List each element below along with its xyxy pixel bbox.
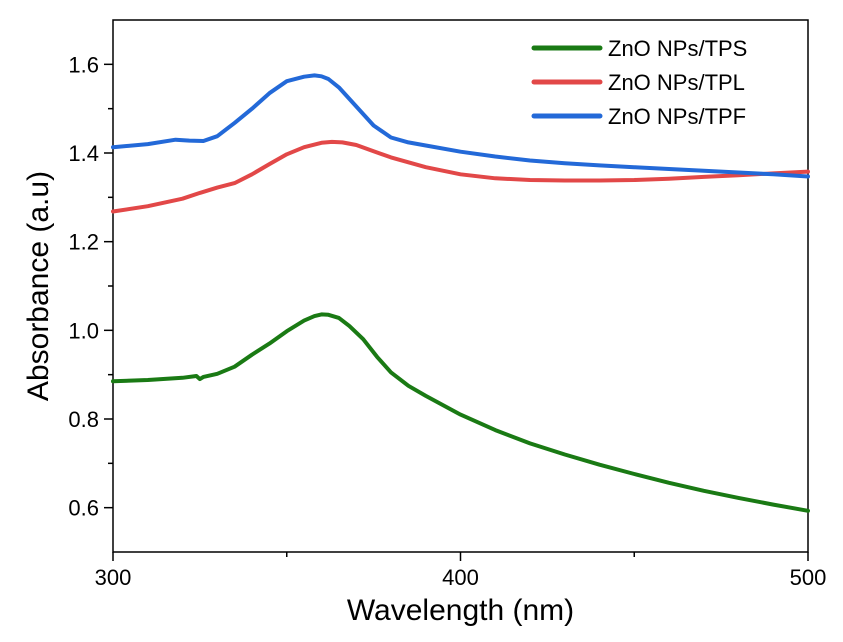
x-axis-title: Wavelength (nm) [347,594,574,627]
y-tick-label: 1.2 [68,230,99,255]
legend-label-3: ZnO NPs/TPF [608,104,746,129]
legend-label-2: ZnO NPs/TPL [608,70,745,95]
plot-frame [112,19,809,553]
axis-ticks: 0.6 0.8 1.0 1.2 1.4 1.6 300 400 500 [68,52,826,590]
y-tick-label: 0.6 [68,496,99,521]
legend-label-1: ZnO NPs/TPS [608,36,747,61]
x-tick-label: 500 [790,565,827,590]
legend: ZnO NPs/TPS ZnO NPs/TPL ZnO NPs/TPF [531,36,747,129]
series-line-2 [111,139,810,214]
x-tick-label: 300 [95,565,132,590]
y-tick-label: 1.4 [68,141,99,166]
x-tick-label: 400 [442,565,479,590]
y-tick-label: 0.8 [68,407,99,432]
series-line-3 [111,73,810,179]
series-group [111,73,810,513]
y-tick-label: 1.6 [68,52,99,77]
y-axis-title: Absorbance (a.u) [22,171,55,401]
y-tick-label: 1.0 [68,318,99,343]
series-line-1 [111,312,810,513]
